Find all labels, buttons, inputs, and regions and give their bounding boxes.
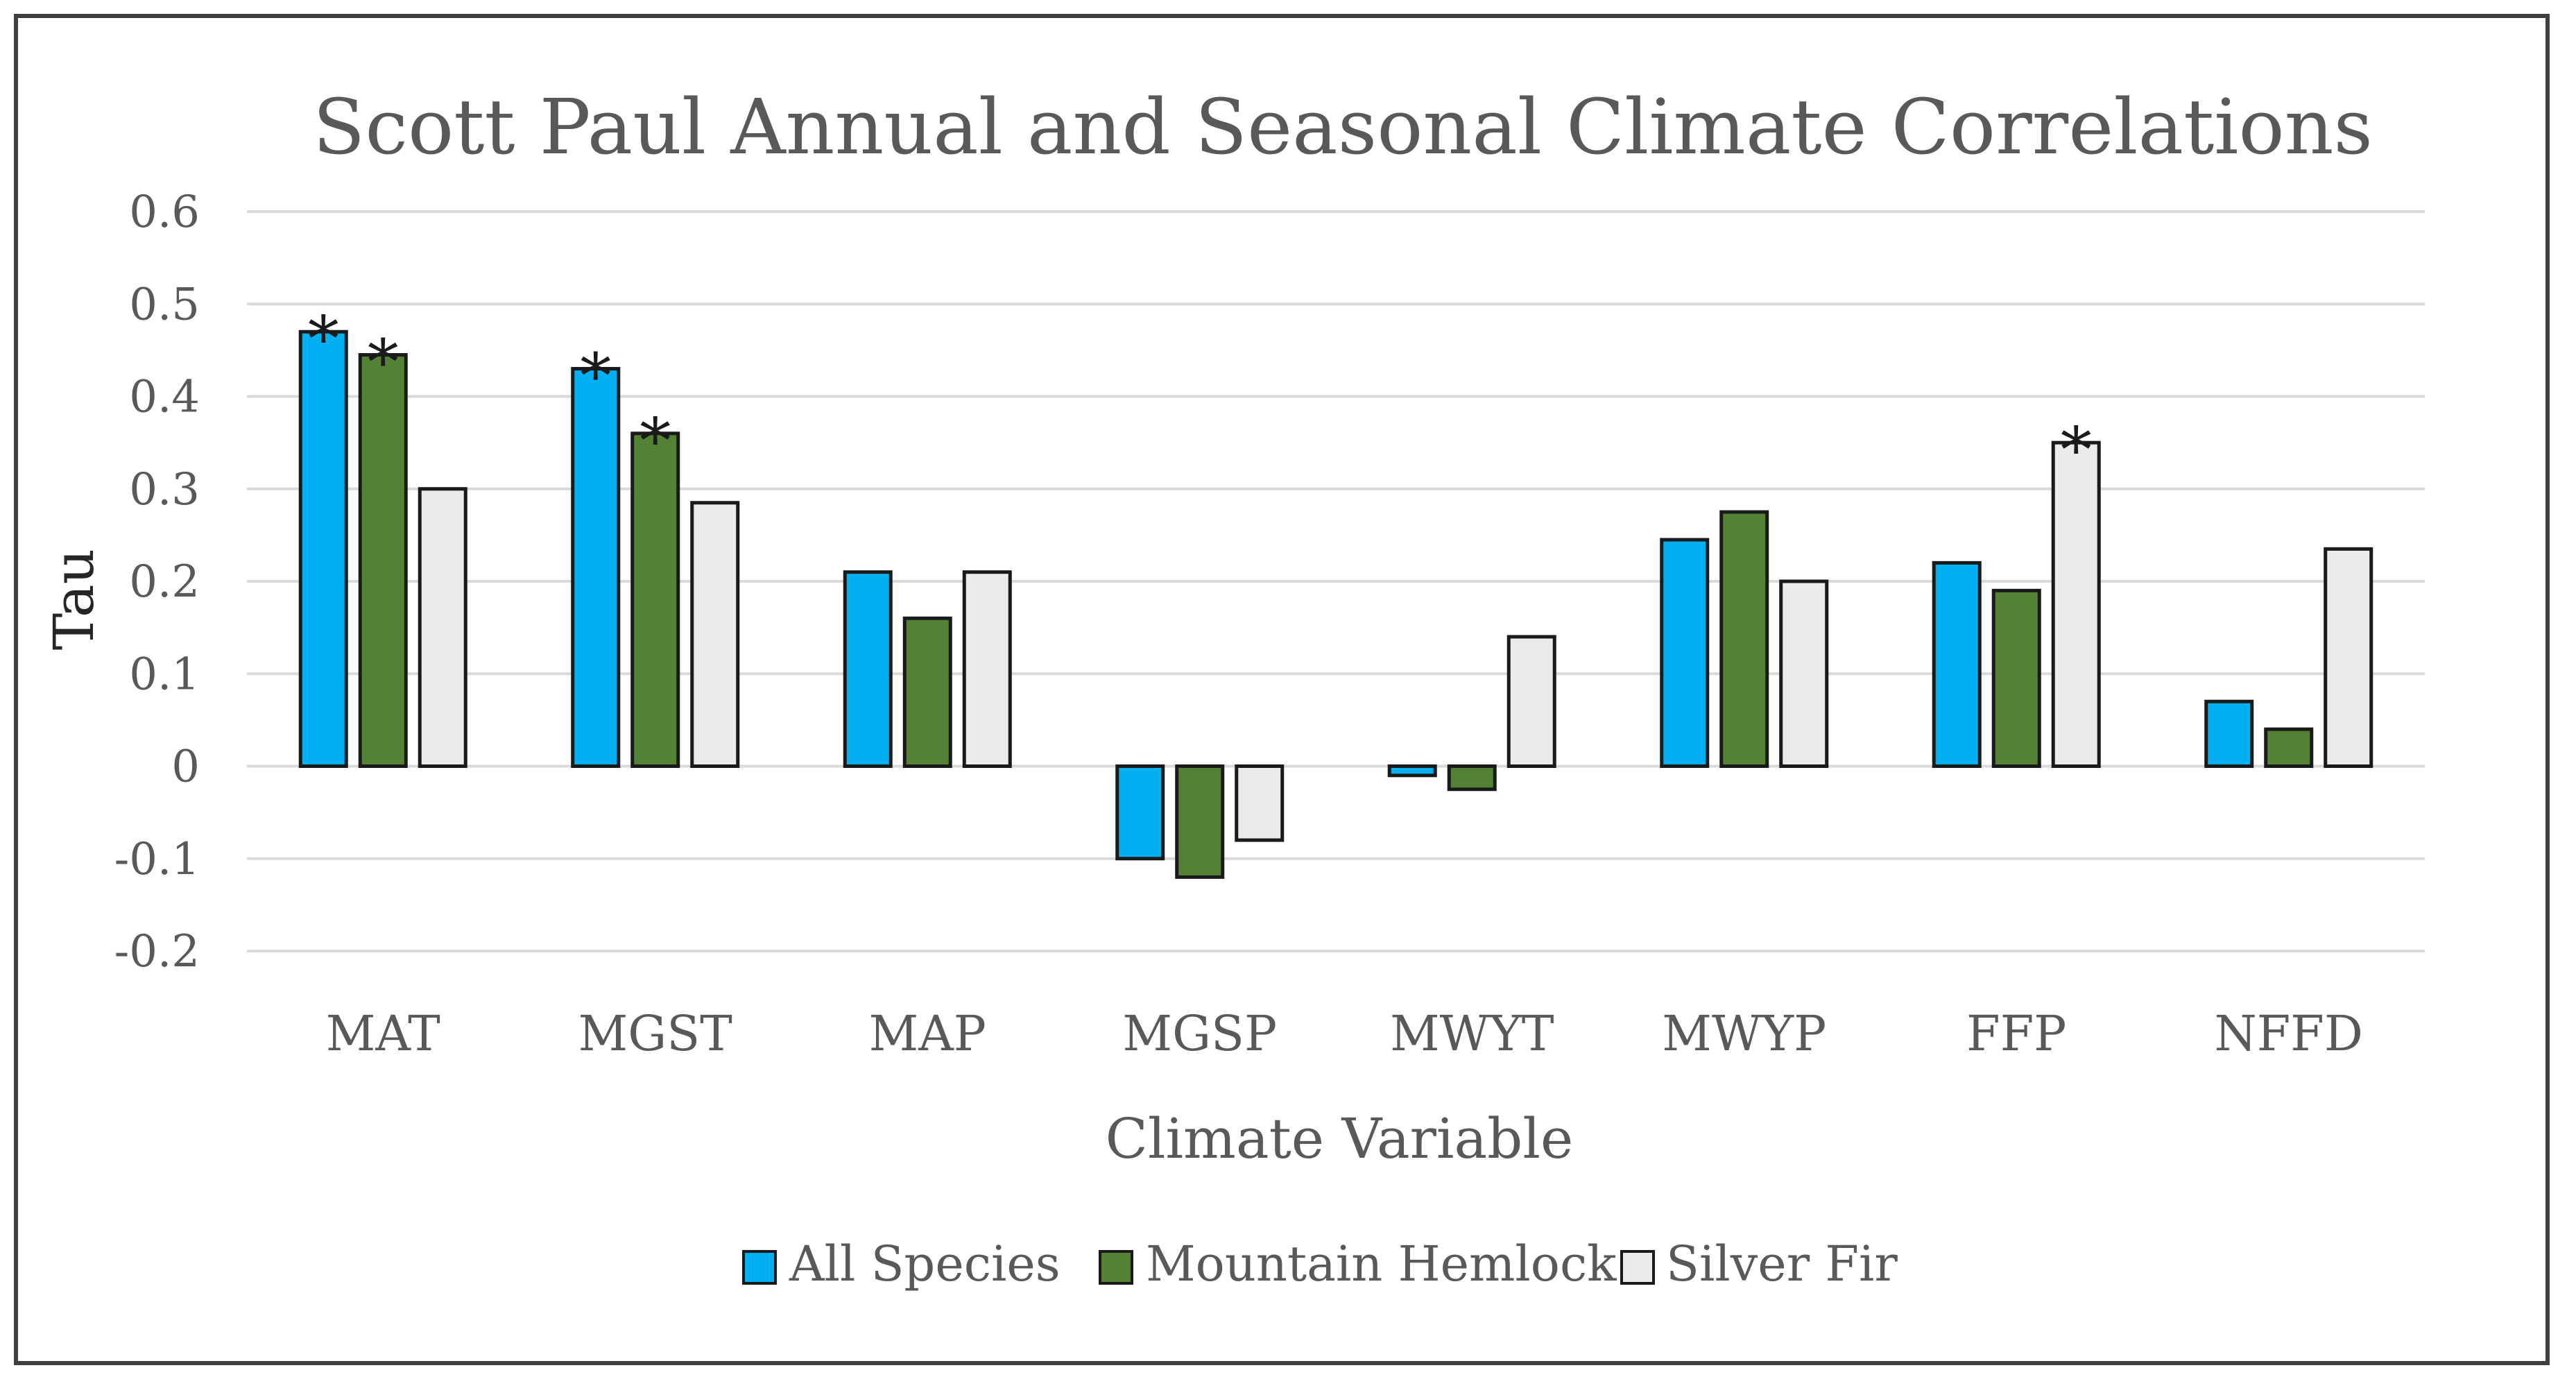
chart-frame: Scott Paul Annual and Seasonal Climate C… — [14, 14, 2550, 1365]
bar-all-species-mwyt — [1387, 764, 1437, 778]
x-tick-label: MAT — [326, 1005, 440, 1062]
bar-mountain-hemlock-nffd — [2264, 727, 2314, 768]
legend-swatch-mountain-hemlock — [1099, 1250, 1133, 1285]
bar-silver-fir-nffd — [2324, 547, 2373, 768]
bar-silver-fir-ffp — [2051, 440, 2101, 768]
significance-marker: * — [2061, 414, 2092, 487]
y-axis-label: Tau — [42, 549, 106, 650]
x-tick-label: NFFD — [2214, 1005, 2363, 1062]
y-tick-label: 0.2 — [129, 556, 200, 608]
legend-label-all-species: All Species — [789, 1235, 1061, 1292]
significance-marker: * — [639, 405, 671, 478]
chart-title: Scott Paul Annual and Seasonal Climate C… — [313, 83, 2373, 171]
bar-silver-fir-mgst — [690, 501, 740, 768]
bar-all-species-mwyp — [1660, 538, 1710, 768]
bar-all-species-mgsp — [1115, 764, 1165, 861]
y-tick-labels: -0.2 -0.1 0 0.1 0.2 0.3 0.4 0.5 0.6 — [114, 187, 200, 977]
significance-marker: * — [580, 341, 611, 413]
y-tick-label: 0.5 — [129, 279, 200, 330]
bar-mountain-hemlock-mwyp — [1719, 510, 1769, 768]
x-tick-label: MWYP — [1662, 1005, 1826, 1062]
y-tick-label: 0.1 — [129, 649, 200, 700]
y-tick-label: -0.2 — [114, 926, 200, 977]
x-axis-label: Climate Variable — [1106, 1106, 1574, 1171]
x-tick-labels: MAT MGST MAP MGSP MWYT MWYP FFP NFFD — [326, 1005, 2363, 1062]
bar-silver-fir-map — [962, 570, 1012, 768]
significance-markers: * * * * * — [308, 303, 2092, 487]
bar-mountain-hemlock-mgst — [630, 431, 680, 768]
y-tick-label: 0.3 — [129, 464, 200, 515]
y-tick-label: -0.1 — [114, 834, 200, 885]
bar-silver-fir-mgsp — [1235, 764, 1285, 842]
bar-all-species-mat — [298, 330, 348, 769]
y-tick-label: 0.6 — [129, 187, 200, 238]
x-tick-label: MWYT — [1390, 1005, 1554, 1062]
x-tick-label: FFP — [1966, 1005, 2066, 1062]
legend: All Species Mountain Hemlock Silver Fir — [742, 1235, 1898, 1292]
y-tick-label: 0 — [171, 742, 200, 793]
bar-all-species-map — [843, 570, 893, 768]
bar-silver-fir-mwyp — [1779, 579, 1829, 768]
bar-mountain-hemlock-mgsp — [1175, 764, 1225, 879]
significance-marker: * — [308, 303, 339, 376]
bar-all-species-nffd — [2204, 699, 2254, 768]
bar-mountain-hemlock-mwyt — [1447, 764, 1497, 792]
bar-silver-fir-mat — [418, 487, 467, 768]
bar-layer — [298, 330, 2373, 879]
bar-mountain-hemlock-ffp — [1991, 588, 2041, 769]
x-tick-label: MGSP — [1122, 1005, 1277, 1062]
significance-marker: * — [368, 327, 399, 400]
y-tick-label: 0.4 — [129, 372, 200, 423]
bar-all-species-mgst — [571, 367, 621, 768]
legend-label-silver-fir: Silver Fir — [1666, 1235, 1898, 1292]
legend-swatch-silver-fir — [1620, 1250, 1655, 1285]
legend-swatch-all-species — [742, 1250, 777, 1285]
bar-all-species-ffp — [1932, 561, 1982, 768]
bar-silver-fir-mwyt — [1506, 635, 1556, 769]
x-tick-label: MGST — [578, 1005, 732, 1062]
chart-svg: Scott Paul Annual and Seasonal Climate C… — [42, 83, 2425, 1292]
bar-mountain-hemlock-mat — [358, 353, 408, 769]
bar-mountain-hemlock-map — [902, 616, 952, 768]
x-tick-label: MAP — [869, 1005, 986, 1062]
legend-label-mountain-hemlock: Mountain Hemlock — [1146, 1235, 1617, 1292]
